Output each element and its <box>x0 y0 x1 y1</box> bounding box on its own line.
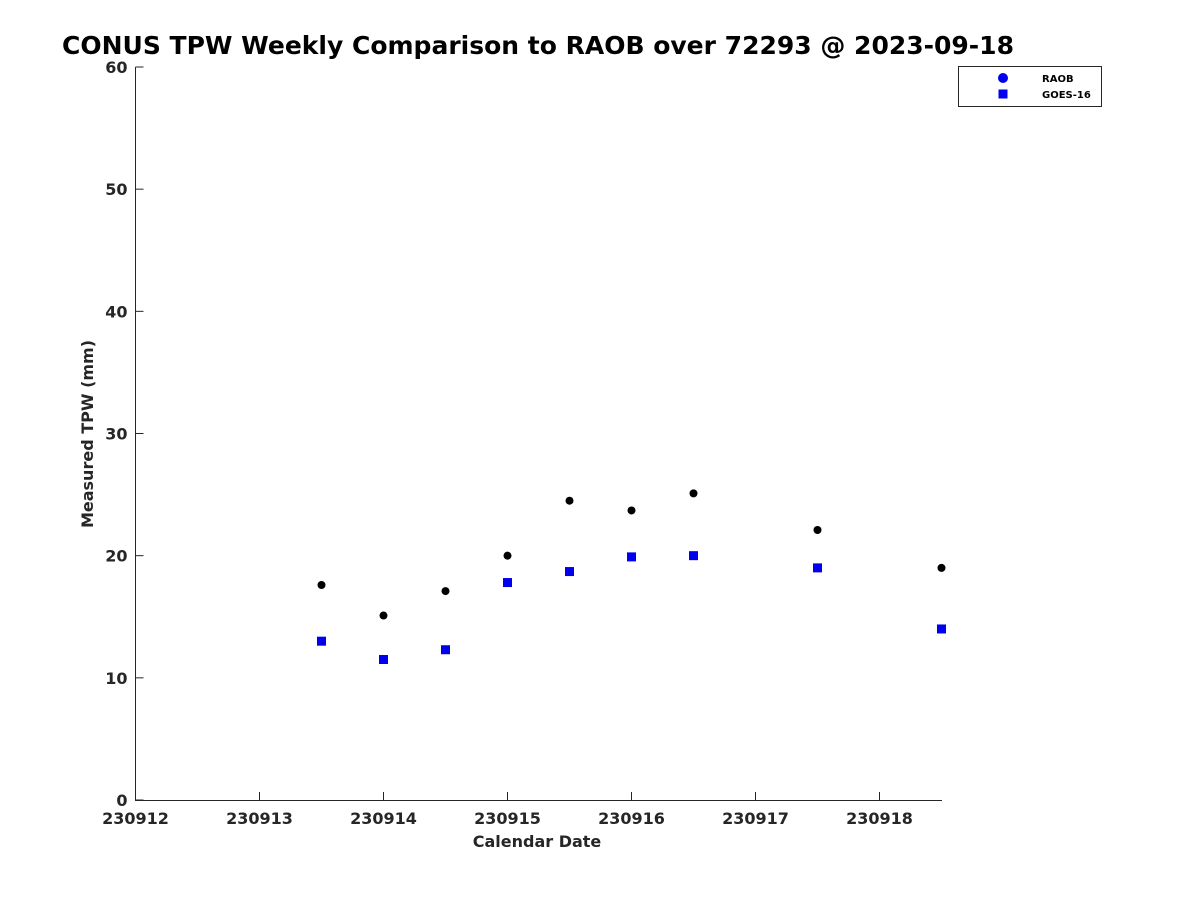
x-ticks: 230912 230913 230914 230915 230916 230917 2309… <box>102 792 913 828</box>
y-tick-label: 60 <box>105 58 127 77</box>
raob-point <box>937 563 946 572</box>
goes-16-point <box>441 645 450 655</box>
x-tick-label: 230914 <box>350 809 417 828</box>
goes-16-point <box>627 552 636 562</box>
y-ticks: 0 10 20 30 40 50 60 <box>105 58 144 810</box>
x-tick-label: 230912 <box>102 809 169 828</box>
raob-point <box>503 551 512 560</box>
y-tick-label: 10 <box>105 669 127 688</box>
goes-16-point <box>689 551 698 561</box>
y-tick-label: 40 <box>105 302 127 321</box>
goes-16-point <box>379 655 388 665</box>
x-tick-label: 230918 <box>846 809 913 828</box>
data-points <box>317 489 946 665</box>
raob-point <box>379 611 388 620</box>
legend: RAOB GOES-16 <box>958 66 1102 107</box>
goes-16-point <box>503 578 512 588</box>
legend-label-goes-16: GOES-16 <box>1042 90 1091 101</box>
goes-16-point <box>937 624 946 634</box>
legend-label-raob: RAOB <box>1042 74 1074 85</box>
raob-point <box>689 489 698 498</box>
x-tick-label: 230913 <box>226 809 293 828</box>
raob-point <box>317 580 326 589</box>
legend-marker-goes-16 <box>998 89 1008 99</box>
goes-16-point <box>565 567 574 577</box>
y-axis-label: Measured TPW (mm) <box>78 340 97 528</box>
legend-box <box>958 66 1102 107</box>
raob-point <box>627 506 636 515</box>
x-tick-label: 230916 <box>598 809 665 828</box>
goes-16-point <box>317 636 326 646</box>
raob-point <box>813 526 822 535</box>
raob-point <box>441 587 450 596</box>
legend-marker-raob <box>998 73 1008 83</box>
raob-point <box>565 496 574 505</box>
chart-title: CONUS TPW Weekly Comparison to RAOB over… <box>62 31 1014 60</box>
goes-16-point <box>813 563 822 573</box>
x-tick-label: 230915 <box>474 809 541 828</box>
y-tick-label: 50 <box>105 180 127 199</box>
x-axis-label: Calendar Date <box>473 832 602 851</box>
axes <box>135 67 942 801</box>
y-tick-label: 0 <box>116 791 127 810</box>
y-tick-label: 20 <box>105 547 127 566</box>
y-tick-label: 30 <box>105 425 127 444</box>
x-tick-label: 230917 <box>722 809 789 828</box>
